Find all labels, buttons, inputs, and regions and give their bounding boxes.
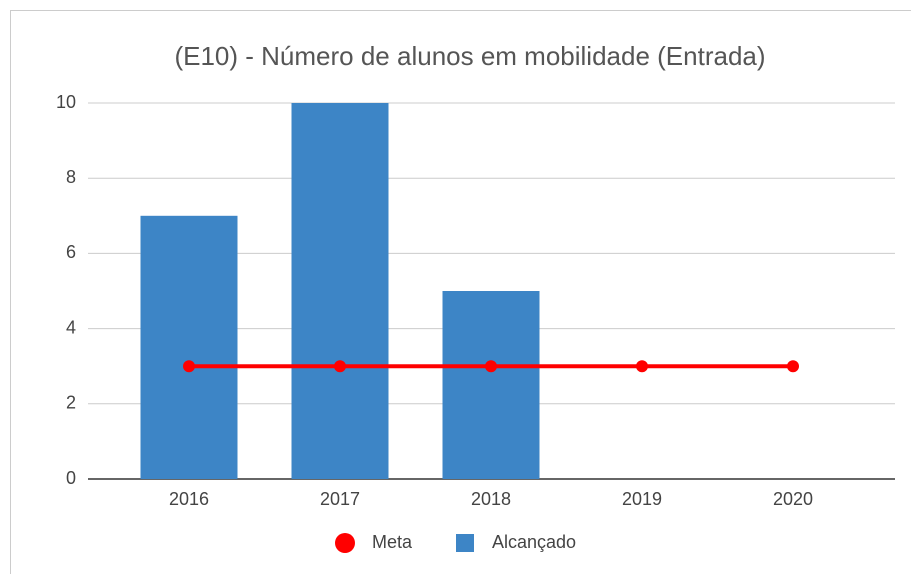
y-tick-label: 4 (66, 317, 76, 337)
legend-label: Alcançado (492, 532, 576, 552)
bar (291, 103, 389, 479)
chart-title: (E10) - Número de alunos em mobilidade (… (174, 41, 765, 71)
x-tick-label: 2019 (622, 489, 662, 509)
x-tick-label: 2018 (471, 489, 511, 509)
legend-swatch (456, 534, 474, 552)
legend-label: Meta (372, 532, 413, 552)
y-tick-label: 8 (66, 167, 76, 187)
y-tick-label: 6 (66, 242, 76, 262)
x-tick-label: 2016 (169, 489, 209, 509)
point (787, 360, 799, 373)
point (183, 360, 195, 373)
point (636, 360, 648, 373)
x-tick-label: 2017 (320, 489, 360, 509)
y-tick-label: 0 (66, 468, 76, 488)
bar (140, 215, 238, 480)
y-tick-label: 10 (56, 92, 76, 112)
bar (442, 291, 540, 479)
point (334, 360, 346, 373)
x-tick-label: 2020 (773, 489, 813, 509)
legend-swatch (335, 533, 355, 553)
point (485, 360, 497, 373)
y-tick-label: 2 (66, 393, 76, 413)
